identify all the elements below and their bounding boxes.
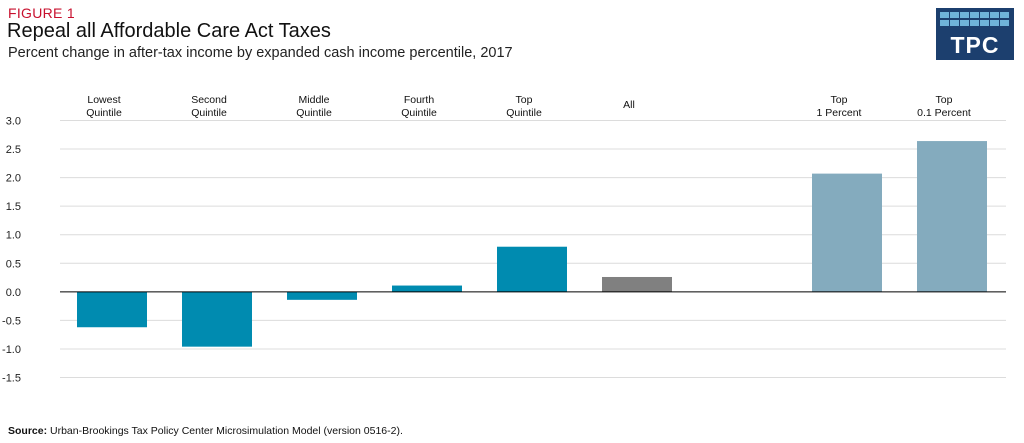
category-label-line: 1 Percent (817, 107, 862, 119)
y-tick-label: 2.5 (6, 144, 21, 156)
category-label-line: All (623, 99, 635, 111)
category-label: All (623, 99, 635, 111)
bar (497, 246, 567, 292)
chart-subtitle: Percent change in after-tax income by ex… (8, 45, 513, 61)
y-tick-label: -0.5 (2, 315, 21, 327)
chart-title: Repeal all Affordable Care Act Taxes (7, 20, 331, 42)
logo-tile (960, 20, 969, 26)
category-label-line: Top (516, 94, 533, 106)
logo-tile (970, 12, 979, 18)
source-text: Urban-Brookings Tax Policy Center Micros… (50, 425, 403, 437)
bar (602, 276, 672, 292)
logo-tile (940, 12, 949, 18)
source-label: Source: (8, 425, 48, 437)
logo-tile (950, 12, 959, 18)
logo-tile (1000, 20, 1009, 26)
figure-label: FIGURE 1 (8, 5, 75, 21)
category-label: Top 0.1 Percent (917, 94, 971, 119)
category-label: Fourth Quintile (401, 94, 437, 119)
logo-tile (990, 20, 999, 26)
logo-tile (960, 12, 969, 18)
y-tick-label: -1.0 (2, 344, 21, 356)
y-tick-label: 2.0 (6, 173, 21, 185)
category-label-line: Quintile (401, 107, 437, 119)
category-label-line: Quintile (506, 107, 542, 119)
category-label-line: Middle (299, 94, 330, 106)
logo-tile (940, 20, 949, 26)
bar (812, 173, 882, 292)
category-label-line: Second (191, 94, 227, 106)
bar (917, 141, 987, 292)
y-tick-label: 1.0 (6, 230, 21, 242)
category-label: Middle Quintile (296, 94, 332, 119)
category-label-line: Top (936, 94, 953, 106)
category-label-line: Quintile (296, 107, 332, 119)
logo-tile (970, 20, 979, 26)
category-label-line: Quintile (191, 107, 227, 119)
tpc-logo: TPC (936, 8, 1014, 60)
category-label: Top 1 Percent (817, 94, 862, 119)
source-note: Source: Urban-Brookings Tax Policy Cente… (8, 425, 403, 437)
bar (287, 291, 357, 300)
logo-tile (1000, 12, 1009, 18)
y-tick-label: -1.5 (2, 373, 21, 385)
category-label-line: Top (831, 94, 848, 106)
category-label-line: Quintile (86, 107, 122, 119)
y-tick-label: 0.5 (6, 258, 21, 270)
category-label: Top Quintile (506, 94, 542, 119)
logo-tile (980, 12, 989, 18)
category-label-line: 0.1 Percent (917, 107, 971, 119)
logo-tile (990, 12, 999, 18)
logo-tile (950, 20, 959, 26)
y-tick-label: 3.0 (6, 116, 21, 128)
category-label: Lowest Quintile (86, 94, 122, 119)
bar (77, 291, 147, 328)
y-tick-label: 0.0 (6, 287, 21, 299)
logo-tile (980, 20, 989, 26)
bar (182, 291, 252, 347)
category-label-line: Lowest (87, 94, 120, 106)
y-tick-label: 1.5 (6, 201, 21, 213)
logo-text: TPC (950, 32, 1000, 58)
category-label: Second Quintile (191, 94, 227, 119)
category-label-line: Fourth (404, 94, 435, 106)
bar (392, 285, 462, 292)
